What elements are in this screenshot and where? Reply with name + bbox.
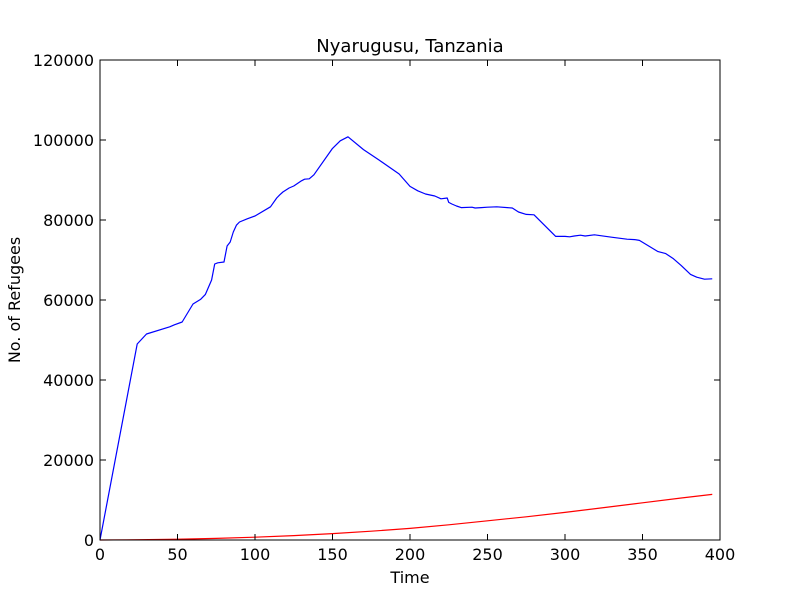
ticks-layer: 0 50 100 150 200 250 300 350 400 0 20000 40000 60000… [33,51,735,564]
series-layer [99,136,713,541]
x-tick-label: 0 [95,545,105,564]
y-tick-label: 60000 [43,291,94,310]
series-line-2 [99,493,713,541]
y-tick-label: 80000 [43,211,94,230]
x-tick-label: 200 [395,545,426,564]
y-tick-label: 20000 [43,451,94,470]
x-axis-label: Time [389,568,429,587]
x-tick-label: 150 [317,545,348,564]
x-tick-label: 350 [627,545,658,564]
y-axis-label: No. of Refugees [5,237,24,363]
x-tick-label: 50 [167,545,187,564]
x-tick-label: 300 [550,545,581,564]
series-line-1 [99,136,713,541]
y-tick-label: 100000 [33,131,94,150]
x-tick-label: 250 [472,545,503,564]
y-tick-label: 0 [84,531,94,550]
chart-title: Nyarugusu, Tanzania [316,36,503,57]
x-tick-label: 400 [705,545,736,564]
y-tick-label: 40000 [43,371,94,390]
x-tick-label: 100 [240,545,271,564]
y-tick-label: 120000 [33,51,94,70]
